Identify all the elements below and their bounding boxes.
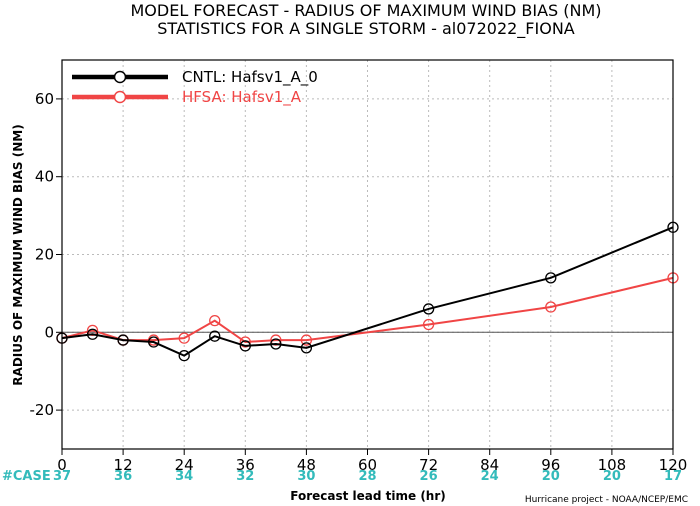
y-tick-label: 60 xyxy=(35,90,54,108)
series-point xyxy=(239,340,251,352)
series-point xyxy=(86,324,99,337)
series-point xyxy=(300,342,313,354)
credit-text: Hurricane project - NOAA/NCEP/EMC xyxy=(525,495,688,505)
case-count: 37 xyxy=(53,469,71,484)
case-count: 24 xyxy=(481,469,499,484)
x-tick-label: 96 xyxy=(541,456,560,474)
x-tick-label: 36 xyxy=(236,456,255,474)
x-tick-label: 12 xyxy=(114,456,133,474)
legend-label: CNTL: Hafsv1_A_0 xyxy=(182,68,318,87)
series-point xyxy=(86,328,99,340)
series-point xyxy=(422,303,435,315)
legend-label: HFSA: Hafsv1_A xyxy=(182,88,302,107)
series-point xyxy=(422,318,435,331)
case-count: 17 xyxy=(664,469,682,484)
x-tick-label: 108 xyxy=(598,456,627,474)
case-count: 20 xyxy=(542,469,560,484)
x-tick-labels: 0 12 24 36 48 60 72 84 96 108 120 xyxy=(57,456,687,474)
series-point xyxy=(147,336,160,348)
x-tick-label: 48 xyxy=(297,456,316,474)
case-label: #CASE xyxy=(2,469,51,484)
series-point xyxy=(209,330,221,342)
series-point xyxy=(270,338,282,350)
y-tick-label: 20 xyxy=(35,246,54,264)
x-tick-label: 0 xyxy=(57,456,67,474)
y-axis-label: RADIUS OF MAXIMUM WIND BIAS (NM) xyxy=(11,124,25,385)
x-tick-label: 72 xyxy=(419,456,438,474)
y-tick-label: 40 xyxy=(35,168,54,186)
x-axis-label: Forecast lead time (hr) xyxy=(290,489,446,503)
series-point xyxy=(545,272,557,284)
series-point xyxy=(178,349,190,362)
chart-title-line1: MODEL FORECAST - RADIUS OF MAXIMUM WIND … xyxy=(130,1,601,20)
series-point xyxy=(300,334,313,346)
y-tick-label: 0 xyxy=(44,323,54,341)
plot-frame xyxy=(61,59,674,450)
x-tick-label: 120 xyxy=(659,456,688,474)
legend-marker xyxy=(113,70,127,84)
y-tick-labels: -20 0 20 40 60 xyxy=(30,90,55,419)
series-point xyxy=(178,332,190,344)
case-count: 30 xyxy=(297,469,315,484)
case-count: 34 xyxy=(175,469,193,484)
series-point xyxy=(239,336,251,348)
series-layer xyxy=(56,221,679,362)
grid-lines xyxy=(56,60,674,455)
series-point xyxy=(270,334,282,346)
case-count: 26 xyxy=(420,469,438,484)
series-point xyxy=(117,334,129,346)
series-point xyxy=(209,314,221,327)
series-point xyxy=(545,301,557,313)
case-count-row: 37 36 34 32 30 28 26 24 20 20 17 xyxy=(53,469,682,484)
y-tick-label: -20 xyxy=(30,401,55,419)
case-count: 28 xyxy=(358,469,376,484)
x-tick-label: 84 xyxy=(480,456,499,474)
chart-title-line2: STATISTICS FOR A SINGLE STORM - al072022… xyxy=(157,19,575,39)
case-count: 20 xyxy=(603,469,621,484)
case-count: 32 xyxy=(236,469,254,484)
legend-marker xyxy=(113,90,127,104)
x-tick-label: 24 xyxy=(175,456,194,474)
case-count: 36 xyxy=(114,469,132,484)
x-tick-label: 60 xyxy=(358,456,377,474)
